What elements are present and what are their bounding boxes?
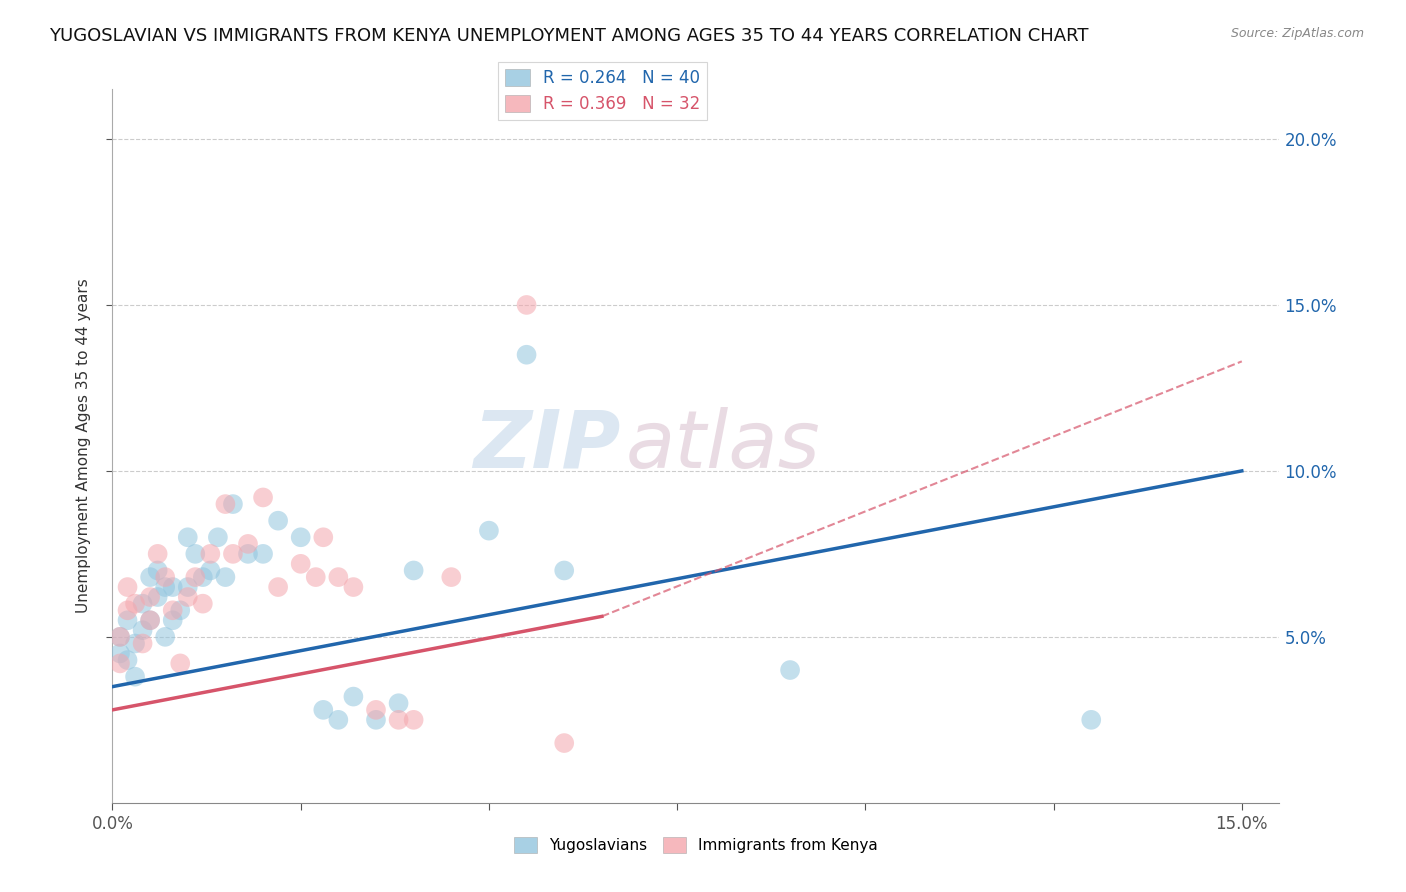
Point (169, 603, 191, 617)
Point (252, 547, 274, 561)
Point (177, 590, 200, 604)
Point (153, 570, 176, 584)
Text: YUGOSLAVIAN VS IMMIGRANTS FROM KENYA UNEMPLOYMENT AMONG AGES 35 TO 44 YEARS CORR: YUGOSLAVIAN VS IMMIGRANTS FROM KENYA UNE… (49, 27, 1088, 45)
Point (553, 736, 575, 750)
Point (124, 636, 146, 650)
Point (214, 570, 236, 584)
Point (131, 624, 153, 638)
Text: ZIP: ZIP (472, 407, 620, 485)
Point (312, 530, 335, 544)
Point (312, 703, 335, 717)
Point (214, 497, 236, 511)
Point (516, 348, 538, 362)
Point (364, 703, 387, 717)
Point (207, 530, 229, 544)
Point (108, 657, 131, 671)
Point (177, 580, 200, 594)
Point (364, 713, 387, 727)
Legend: Yugoslavians, Immigrants from Kenya: Yugoslavians, Immigrants from Kenya (508, 831, 884, 859)
Point (200, 564, 222, 578)
Point (290, 557, 312, 571)
Point (131, 636, 153, 650)
Point (117, 653, 139, 667)
Point (1080, 713, 1102, 727)
Point (169, 657, 191, 671)
Point (267, 514, 290, 528)
Point (108, 647, 131, 661)
Point (516, 298, 538, 312)
Point (267, 580, 290, 594)
Point (252, 491, 274, 505)
Point (153, 630, 176, 644)
Point (342, 580, 364, 594)
Point (117, 603, 139, 617)
Point (191, 597, 214, 611)
Text: Source: ZipAtlas.com: Source: ZipAtlas.com (1230, 27, 1364, 40)
Point (117, 613, 139, 627)
Point (236, 537, 259, 551)
Point (162, 580, 184, 594)
Point (290, 530, 312, 544)
Point (305, 570, 328, 584)
Text: atlas: atlas (626, 407, 821, 485)
Point (200, 547, 222, 561)
Point (146, 564, 169, 578)
Point (162, 613, 184, 627)
Point (222, 547, 245, 561)
Point (236, 547, 259, 561)
Point (139, 590, 162, 604)
Point (131, 597, 153, 611)
Y-axis label: Unemployment Among Ages 35 to 44 years: Unemployment Among Ages 35 to 44 years (76, 278, 91, 614)
Point (184, 547, 207, 561)
Point (478, 524, 501, 538)
Point (402, 564, 425, 578)
Point (177, 530, 200, 544)
Point (184, 570, 207, 584)
Point (139, 613, 162, 627)
Point (387, 713, 409, 727)
Point (342, 690, 364, 704)
Point (146, 590, 169, 604)
Point (328, 713, 350, 727)
Point (191, 570, 214, 584)
Point (328, 570, 350, 584)
Point (124, 597, 146, 611)
Point (139, 613, 162, 627)
Point (440, 570, 463, 584)
Point (553, 564, 575, 578)
Point (779, 663, 801, 677)
Point (153, 580, 176, 594)
Point (124, 670, 146, 684)
Point (139, 570, 162, 584)
Point (162, 603, 184, 617)
Point (402, 713, 425, 727)
Point (108, 630, 131, 644)
Point (117, 580, 139, 594)
Point (222, 497, 245, 511)
Point (108, 630, 131, 644)
Point (146, 547, 169, 561)
Point (387, 696, 409, 710)
